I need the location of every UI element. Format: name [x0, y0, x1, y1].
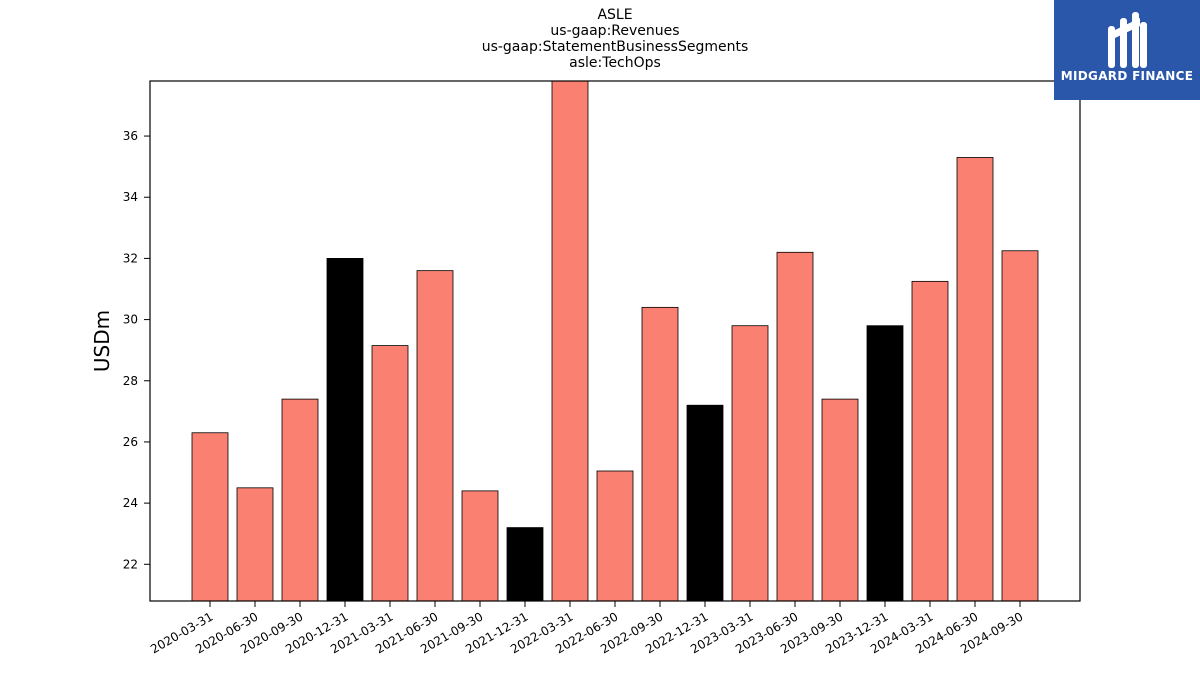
bar-2024-03-31	[911, 280, 949, 601]
bar-2022-06-30	[596, 470, 634, 601]
bar-2020-09-30	[281, 398, 319, 601]
y-tick-label: 34	[123, 190, 138, 204]
y-tick-label: 32	[123, 251, 138, 265]
chart-title-line-1: ASLE	[597, 7, 633, 23]
bar-2021-12-31	[506, 527, 544, 601]
midgard-finance-logo: MIDGARD FINANCE	[1054, 0, 1200, 100]
bar-2020-06-30	[236, 487, 274, 601]
bar-2023-06-30	[776, 251, 814, 601]
bar-2021-09-30	[461, 490, 499, 601]
y-tick-label: 22	[123, 557, 138, 571]
bar-2021-06-30	[416, 270, 454, 601]
bar-2024-06-30	[956, 157, 994, 601]
y-tick-label: 30	[123, 313, 138, 327]
bar-2021-03-31	[371, 345, 409, 601]
bar-2022-12-31	[686, 404, 724, 601]
y-tick-label: 26	[123, 435, 138, 449]
bar-2023-03-31	[731, 325, 769, 601]
chart-title-line-4: asle:TechOps	[569, 55, 661, 71]
bar-2023-12-31	[866, 325, 904, 601]
bar-2022-03-31	[551, 81, 589, 601]
bar-2022-09-30	[641, 306, 679, 601]
bar-2020-12-31	[326, 258, 364, 601]
y-tick-label: 28	[123, 374, 138, 388]
y-axis-label: USDm	[90, 310, 114, 372]
y-tick-label: 24	[123, 496, 138, 510]
bar-2023-09-30	[821, 398, 859, 601]
bar-2024-09-30	[1001, 250, 1039, 601]
y-tick-label: 36	[123, 129, 138, 143]
logo-wordmark: MIDGARD FINANCE	[1060, 69, 1194, 83]
chart-title-line-3: us-gaap:StatementBusinessSegments	[481, 39, 749, 55]
chart-title-line-2: us-gaap:Revenues	[550, 23, 680, 39]
bar-2020-03-31	[191, 432, 229, 601]
